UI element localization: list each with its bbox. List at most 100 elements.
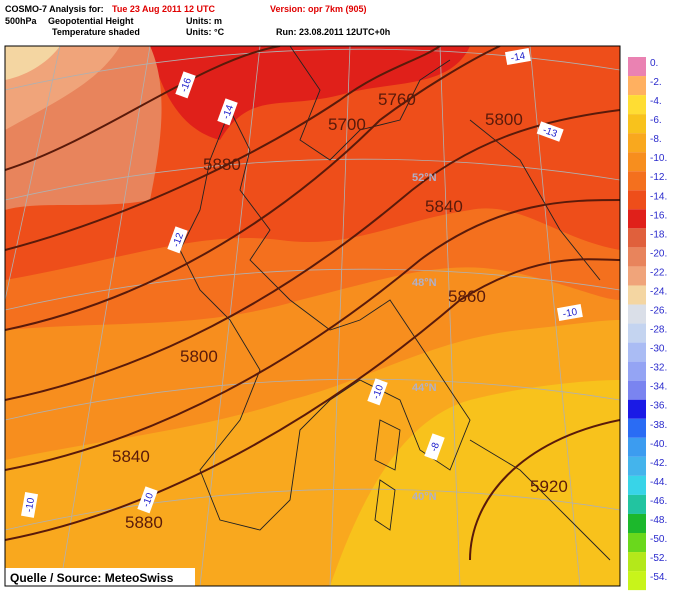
contour-label: 5800 bbox=[180, 347, 218, 366]
legend-swatch bbox=[628, 380, 646, 400]
legend-label: -30. bbox=[650, 344, 667, 355]
temperature-text: -10 bbox=[562, 307, 579, 320]
level: 500hPa bbox=[5, 16, 38, 26]
field: Geopotential Height bbox=[48, 16, 134, 26]
temperature-label: -14 bbox=[504, 48, 531, 65]
legend-swatch bbox=[628, 76, 646, 96]
legend-label: 0. bbox=[650, 58, 658, 69]
contour-label: 5840 bbox=[425, 197, 463, 216]
label-box bbox=[536, 121, 564, 142]
legend-label: -40. bbox=[650, 439, 667, 450]
temperature-labels: -16 -14 -14 -13 -12 -10 -10 -8 -10 -10 bbox=[21, 48, 583, 518]
legend-swatch bbox=[628, 494, 646, 514]
legend-swatch bbox=[628, 418, 646, 438]
legend-swatch bbox=[628, 475, 646, 495]
legend-swatch bbox=[628, 342, 646, 362]
legend-label: -2. bbox=[650, 77, 662, 88]
label-box bbox=[167, 226, 188, 254]
temperature-label: -16 bbox=[175, 71, 196, 99]
latitude-label: 48°N bbox=[412, 277, 437, 289]
label-box bbox=[367, 378, 388, 406]
legend-label: -50. bbox=[650, 534, 667, 545]
legend-swatch bbox=[628, 361, 646, 381]
label-box bbox=[556, 304, 583, 321]
legend-label: -34. bbox=[650, 382, 667, 393]
temperature-text: -16 bbox=[179, 76, 194, 94]
run: Run: 23.08.2011 12UTC+0h bbox=[276, 27, 390, 37]
legend-swatch bbox=[628, 552, 646, 572]
legend: 0. -2. -4. -6. -8. -10. -12. -14. -16. -18. -20. -2… bbox=[628, 57, 667, 591]
source-box bbox=[5, 568, 195, 586]
legend-label: -36. bbox=[650, 401, 667, 412]
model: COSMO-7 Analysis for: bbox=[5, 4, 104, 14]
date: Tue 23 Aug 2011 12 UTC bbox=[112, 4, 216, 14]
legend-label: -32. bbox=[650, 363, 667, 374]
legend-swatch bbox=[628, 571, 646, 591]
contour-label: 5880 bbox=[125, 513, 163, 532]
contour-label: 5920 bbox=[530, 477, 568, 496]
legend-swatch bbox=[628, 133, 646, 153]
legend-label: -48. bbox=[650, 515, 667, 526]
legend-swatch bbox=[628, 266, 646, 286]
legend-label: -26. bbox=[650, 306, 667, 317]
source: Quelle / Source: MeteoSwiss bbox=[10, 571, 174, 585]
legend-swatch bbox=[628, 114, 646, 134]
legend-swatch bbox=[628, 285, 646, 305]
contour-label: 5880 bbox=[203, 155, 241, 174]
legend-label: -20. bbox=[650, 248, 667, 259]
legend-swatch bbox=[628, 513, 646, 533]
units: Units: m bbox=[186, 16, 222, 26]
legend-label: -8. bbox=[650, 134, 662, 145]
contour-label: 5800 bbox=[485, 110, 523, 129]
legend-swatch bbox=[628, 209, 646, 229]
legend-label: -4. bbox=[650, 96, 662, 107]
legend-label: -14. bbox=[650, 191, 667, 202]
legend-label: -16. bbox=[650, 210, 667, 221]
legend-label: -54. bbox=[650, 572, 667, 583]
label-box bbox=[504, 48, 531, 65]
temperature-label: -10 bbox=[137, 486, 158, 514]
contour-label: 5860 bbox=[448, 287, 486, 306]
map: 5700 5760 5800 5880 5840 5860 5800 5840 … bbox=[5, 46, 620, 586]
legend-swatch bbox=[628, 57, 646, 77]
latitude-label: 52°N bbox=[412, 172, 437, 184]
field: Temperature shaded bbox=[52, 27, 140, 37]
legend-label: -12. bbox=[650, 172, 667, 183]
contour-label: 5700 bbox=[328, 115, 366, 134]
label-box bbox=[217, 98, 238, 126]
label-box bbox=[137, 486, 158, 514]
latitude-labels: 52°N 48°N 44°N 40°N bbox=[412, 172, 437, 503]
temperature-text: -14 bbox=[221, 103, 236, 121]
temperature-text: -12 bbox=[171, 231, 186, 249]
legend-label: -6. bbox=[650, 115, 662, 126]
latitude-label: 40°N bbox=[412, 491, 437, 503]
legend-swatch bbox=[628, 456, 646, 476]
legend-swatch bbox=[628, 228, 646, 248]
temperature-label: -12 bbox=[167, 226, 188, 254]
legend-label: -24. bbox=[650, 286, 667, 297]
map-frame bbox=[4, 45, 621, 587]
legend-swatch bbox=[628, 190, 646, 210]
temperature-label: -14 bbox=[217, 98, 238, 126]
label-box bbox=[21, 491, 38, 518]
legend-swatch bbox=[628, 399, 646, 419]
legend-label: -42. bbox=[650, 458, 667, 469]
legend-swatch bbox=[628, 323, 646, 343]
legend-label: -10. bbox=[650, 153, 667, 164]
latitude-label: 44°N bbox=[412, 382, 437, 394]
temperature-label: -10 bbox=[556, 304, 583, 321]
legend-label: -18. bbox=[650, 229, 667, 240]
header: COSMO-7 Analysis for: Tue 23 Aug 2011 12… bbox=[5, 4, 390, 37]
label-box bbox=[175, 71, 196, 99]
contour-label: 5760 bbox=[378, 90, 416, 109]
legend-label: -52. bbox=[650, 553, 667, 564]
label-box bbox=[424, 433, 445, 461]
temperature-text: -10 bbox=[371, 383, 386, 401]
contour-labels: 5700 5760 5800 5880 5840 5860 5800 5840 … bbox=[112, 90, 568, 532]
legend-swatch bbox=[628, 95, 646, 115]
legend-swatch bbox=[628, 247, 646, 267]
temperature-text: -10 bbox=[141, 491, 156, 509]
temperature-label: -8 bbox=[424, 433, 445, 461]
temperature-text: -14 bbox=[510, 51, 527, 64]
